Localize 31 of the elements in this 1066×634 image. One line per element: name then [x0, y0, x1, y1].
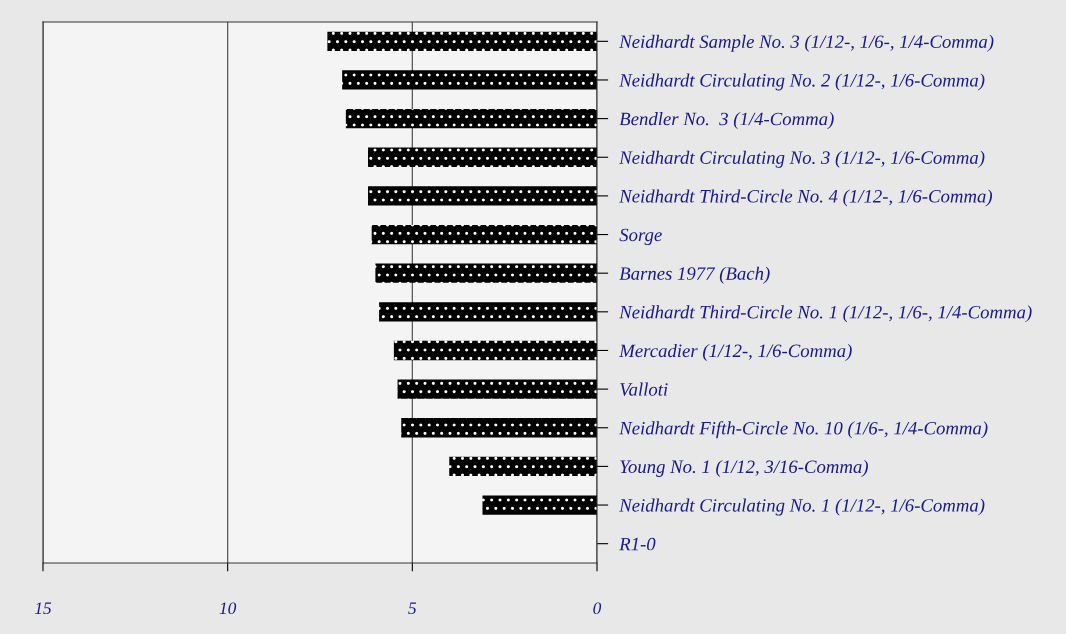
bar [379, 302, 597, 322]
y-tick-label: Neidhardt Sample No. 3 (1/12-, 1/6-, 1/4-Comma) [619, 34, 994, 52]
y-tick-label: Valloti [620, 382, 668, 396]
bar [449, 456, 597, 477]
bar [482, 495, 597, 515]
bar [368, 147, 597, 167]
bar [371, 224, 597, 245]
y-tick-label: Neidhardt Circulating No. 2 (1/12-, 1/6-Comma) [619, 73, 985, 91]
x-tick-label: 0 [593, 602, 602, 615]
y-tick-label: Neidhardt Circulating No. 1 (1/12-, 1/6-Comma) [619, 498, 985, 516]
bar [342, 70, 597, 90]
y-tick-label: Sorge [619, 228, 662, 246]
x-tick-label: 10 [219, 602, 237, 615]
y-tick-label: Bendler No. 3 (1/4-Comma) [619, 112, 834, 130]
y-tick-label: Mercadier (1/12-, 1/6-Comma) [619, 343, 852, 361]
bar [345, 108, 597, 129]
y-tick-label: Young No. 1 (1/12, 3/16-Comma) [620, 459, 868, 477]
x-tick-label: 15 [34, 602, 52, 615]
bar [397, 379, 597, 399]
bar [375, 263, 597, 283]
y-tick-label: Neidhardt Third-Circle No. 4 (1/12-, 1/6-Comma) [619, 189, 993, 207]
y-tick-label: Neidhardt Fifth-Circle No. 10 (1/6-, 1/4-Comma) [619, 421, 988, 439]
y-tick-label: R1-0 [619, 537, 656, 551]
bar [393, 340, 597, 361]
bar [368, 186, 597, 206]
bar [401, 418, 597, 438]
bar [327, 31, 597, 51]
y-tick-label: Neidhardt Third-Circle No. 1 (1/12-, 1/6-, 1/4-Comma) [619, 305, 1032, 323]
x-tick-label: 5 [408, 602, 417, 615]
y-tick-label: Neidhardt Circulating No. 3 (1/12-, 1/6-Comma) [619, 150, 985, 168]
y-tick-label: Barnes 1977 (Bach) [619, 266, 770, 284]
